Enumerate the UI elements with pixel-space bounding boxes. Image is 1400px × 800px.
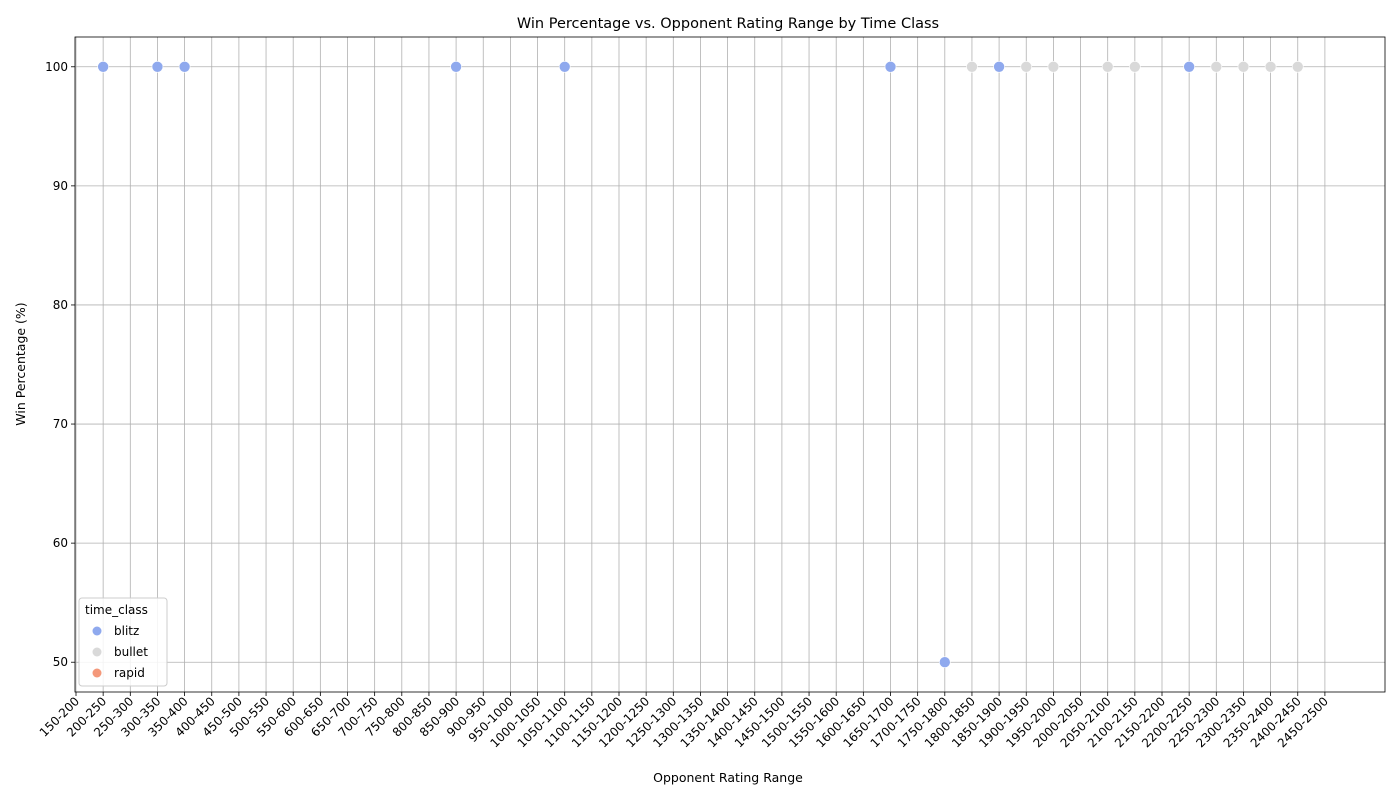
y-tick-label: 50 xyxy=(53,655,68,669)
point-bullet xyxy=(1129,60,1141,73)
point-bullet xyxy=(966,60,978,73)
legend-marker-blitz xyxy=(92,626,102,636)
legend: time_class blitz bullet rapid xyxy=(78,597,168,687)
point-bullet xyxy=(1020,60,1033,73)
y-tick-label: 70 xyxy=(53,417,68,431)
point-blitz xyxy=(151,60,164,73)
y-axis-label: Win Percentage (%) xyxy=(13,302,28,425)
y-tick-label: 80 xyxy=(53,298,68,312)
point-blitz xyxy=(450,60,462,73)
x-axis-label: Opponent Rating Range xyxy=(653,770,803,785)
points-layer xyxy=(97,60,1304,669)
point-blitz xyxy=(178,60,191,73)
point-bullet xyxy=(1101,60,1114,73)
point-bullet xyxy=(1210,60,1223,73)
legend-title: time_class xyxy=(85,603,148,617)
legend-label-rapid: rapid xyxy=(114,666,145,680)
point-blitz xyxy=(558,60,571,73)
point-bullet xyxy=(1264,60,1277,73)
legend-items: blitz bullet rapid xyxy=(92,624,148,680)
legend-box xyxy=(78,597,168,687)
point-blitz xyxy=(993,60,1005,73)
grid-layer xyxy=(75,37,1385,692)
plot-frame xyxy=(74,36,1386,693)
legend-marker-rapid xyxy=(92,668,102,678)
chart-title: Win Percentage vs. Opponent Rating Range… xyxy=(517,16,939,32)
y-tick-label: 60 xyxy=(53,536,68,550)
point-blitz xyxy=(1183,60,1195,73)
point-bullet xyxy=(1291,60,1304,73)
point-blitz xyxy=(97,60,109,73)
point-bullet xyxy=(1047,60,1060,73)
legend-label-blitz: blitz xyxy=(114,624,139,638)
y-tick-label: 90 xyxy=(53,179,68,193)
y-tick-label: 100 xyxy=(45,60,68,74)
legend-marker-bullet xyxy=(92,647,102,657)
point-bullet xyxy=(1237,60,1250,73)
legend-label-bullet: bullet xyxy=(114,645,148,659)
point-blitz xyxy=(938,656,951,669)
point-blitz xyxy=(884,60,897,73)
